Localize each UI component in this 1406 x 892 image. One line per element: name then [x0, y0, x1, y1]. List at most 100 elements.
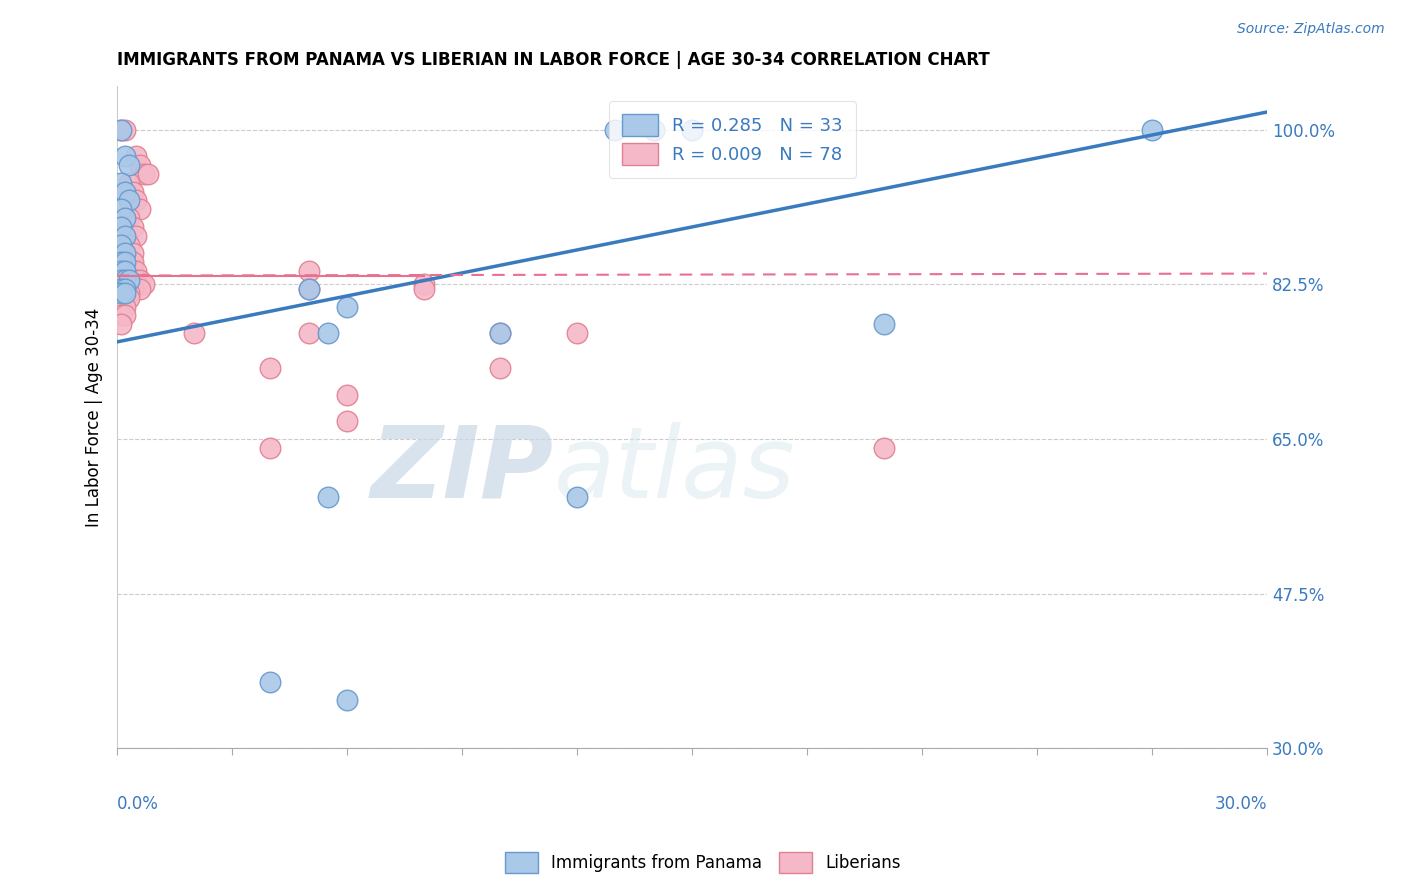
Point [118, 286, 141, 301]
Point [489, 326, 512, 340]
Point [316, 326, 339, 340]
Point [114, 228, 136, 243]
Point [129, 282, 152, 296]
Point [298, 264, 321, 278]
Point [110, 282, 132, 296]
Point [114, 264, 136, 278]
Point [336, 414, 359, 428]
Point [565, 326, 588, 340]
Point [681, 122, 703, 136]
Point [118, 255, 141, 269]
Point [118, 158, 141, 172]
Point [110, 282, 132, 296]
Point [412, 277, 434, 292]
Point [336, 300, 359, 314]
Point [114, 211, 136, 226]
Point [110, 300, 132, 314]
Point [132, 167, 155, 181]
Point [643, 122, 665, 136]
Point [125, 277, 148, 292]
Point [110, 273, 132, 287]
Point [110, 264, 132, 278]
Point [114, 282, 136, 296]
Point [114, 291, 136, 305]
Text: Source: ZipAtlas.com: Source: ZipAtlas.com [1237, 22, 1385, 37]
Legend: R = 0.285   N = 33, R = 0.009   N = 78: R = 0.285 N = 33, R = 0.009 N = 78 [609, 101, 856, 178]
Point [183, 326, 205, 340]
Point [114, 286, 136, 301]
Point [129, 202, 152, 217]
Legend: Immigrants from Panama, Liberians: Immigrants from Panama, Liberians [498, 846, 908, 880]
Point [121, 273, 143, 287]
Point [118, 282, 141, 296]
Point [114, 255, 136, 269]
Point [118, 291, 141, 305]
Point [121, 185, 143, 199]
Point [125, 149, 148, 163]
Point [118, 273, 141, 287]
Point [121, 255, 143, 269]
Point [118, 211, 141, 226]
Point [114, 237, 136, 252]
Point [298, 326, 321, 340]
Text: 30.0%: 30.0% [1215, 795, 1267, 813]
Point [118, 194, 141, 208]
Point [336, 388, 359, 402]
Y-axis label: In Labor Force | Age 30-34: In Labor Force | Age 30-34 [86, 308, 103, 526]
Point [259, 675, 281, 690]
Point [125, 194, 148, 208]
Point [259, 441, 281, 455]
Point [110, 219, 132, 234]
Point [121, 264, 143, 278]
Point [110, 176, 132, 190]
Point [114, 300, 136, 314]
Point [121, 246, 143, 260]
Point [132, 277, 155, 292]
Point [872, 317, 894, 331]
Point [114, 255, 136, 269]
Point [114, 277, 136, 292]
Point [110, 264, 132, 278]
Point [110, 317, 132, 331]
Point [110, 237, 132, 252]
Point [118, 176, 141, 190]
Point [125, 264, 148, 278]
Text: 0.0%: 0.0% [117, 795, 159, 813]
Point [336, 693, 359, 707]
Point [298, 282, 321, 296]
Point [1140, 122, 1163, 136]
Point [110, 291, 132, 305]
Point [114, 309, 136, 323]
Text: atlas: atlas [554, 422, 796, 518]
Point [121, 277, 143, 292]
Text: IMMIGRANTS FROM PANAMA VS LIBERIAN IN LABOR FORCE | AGE 30-34 CORRELATION CHART: IMMIGRANTS FROM PANAMA VS LIBERIAN IN LA… [117, 51, 990, 69]
Point [412, 282, 434, 296]
Point [114, 122, 136, 136]
Point [110, 273, 132, 287]
Point [565, 490, 588, 504]
Point [110, 286, 132, 301]
Point [110, 277, 132, 292]
Point [605, 122, 627, 136]
Point [118, 273, 141, 287]
Point [114, 282, 136, 296]
Point [110, 309, 132, 323]
Point [110, 122, 132, 136]
Point [110, 202, 132, 217]
Point [872, 441, 894, 455]
Point [114, 273, 136, 287]
Point [489, 361, 512, 376]
Point [110, 122, 132, 136]
Point [125, 228, 148, 243]
Point [114, 264, 136, 278]
Point [259, 361, 281, 376]
Point [110, 255, 132, 269]
Point [121, 282, 143, 296]
Point [114, 185, 136, 199]
Point [298, 282, 321, 296]
Point [121, 219, 143, 234]
Point [489, 326, 512, 340]
Point [316, 490, 339, 504]
Point [118, 277, 141, 292]
Point [118, 237, 141, 252]
